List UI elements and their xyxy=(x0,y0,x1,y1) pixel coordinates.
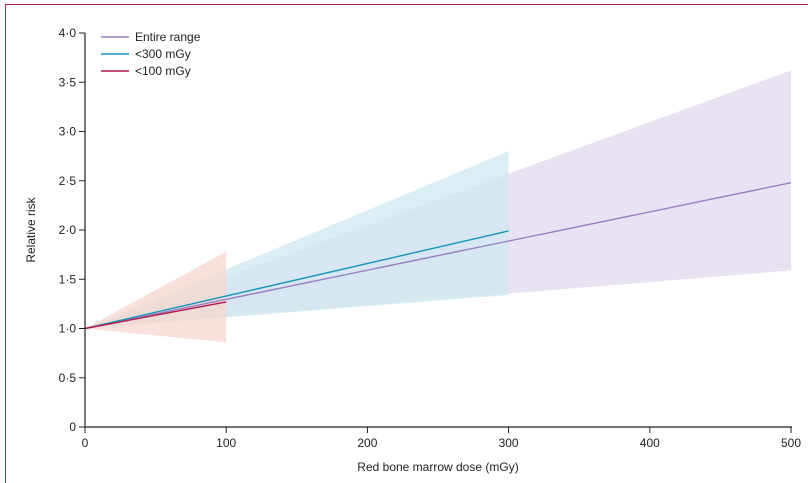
y-tick-label-1: 0·5 xyxy=(59,371,77,385)
x-tick-label-3: 300 xyxy=(499,436,519,450)
y-tick-label-5: 2·5 xyxy=(59,174,77,188)
legend-label-1: <300 mGy xyxy=(135,47,191,61)
y-tick-label-8: 4·0 xyxy=(59,26,77,40)
x-tick-label-4: 400 xyxy=(640,436,660,450)
frame-top-rule xyxy=(5,4,808,5)
ci-band-2 xyxy=(85,251,227,343)
legend: Entire range <300 mGy <100 mGy xyxy=(101,30,201,78)
x-axis-title: Red bone marrow dose (mGy) xyxy=(357,460,518,474)
ci-band-1 xyxy=(85,151,509,329)
y-tick-label-7: 3·5 xyxy=(59,75,77,89)
y-axis-title: Relative risk xyxy=(24,196,38,262)
x-tick-label-1: 100 xyxy=(216,436,236,450)
x-tick-label-5: 500 xyxy=(781,436,801,450)
axes: 0 100 200 300 400 500 0 0·5 1·0 1·5 2·0 2·5 3·0 3·5 4·… xyxy=(59,26,802,450)
y-tick-label-6: 3·0 xyxy=(59,125,77,139)
y-tick-label-4: 2·0 xyxy=(59,223,77,237)
confidence-bands xyxy=(85,70,791,343)
legend-label-0: Entire range xyxy=(135,30,201,44)
y-tick-label-3: 1·5 xyxy=(59,272,77,286)
frame-left-rule xyxy=(5,4,6,483)
y-tick-label-0: 0 xyxy=(69,420,76,434)
series-line-0 xyxy=(84,182,792,330)
series-line-2 xyxy=(84,301,227,330)
y-tick-label-2: 1·0 xyxy=(59,322,77,336)
legend-label-2: <100 mGy xyxy=(135,64,191,78)
x-tick-label-0: 0 xyxy=(82,436,89,450)
series-lines xyxy=(84,182,792,330)
x-tick-label-2: 200 xyxy=(357,436,377,450)
series-line-1 xyxy=(84,230,509,330)
